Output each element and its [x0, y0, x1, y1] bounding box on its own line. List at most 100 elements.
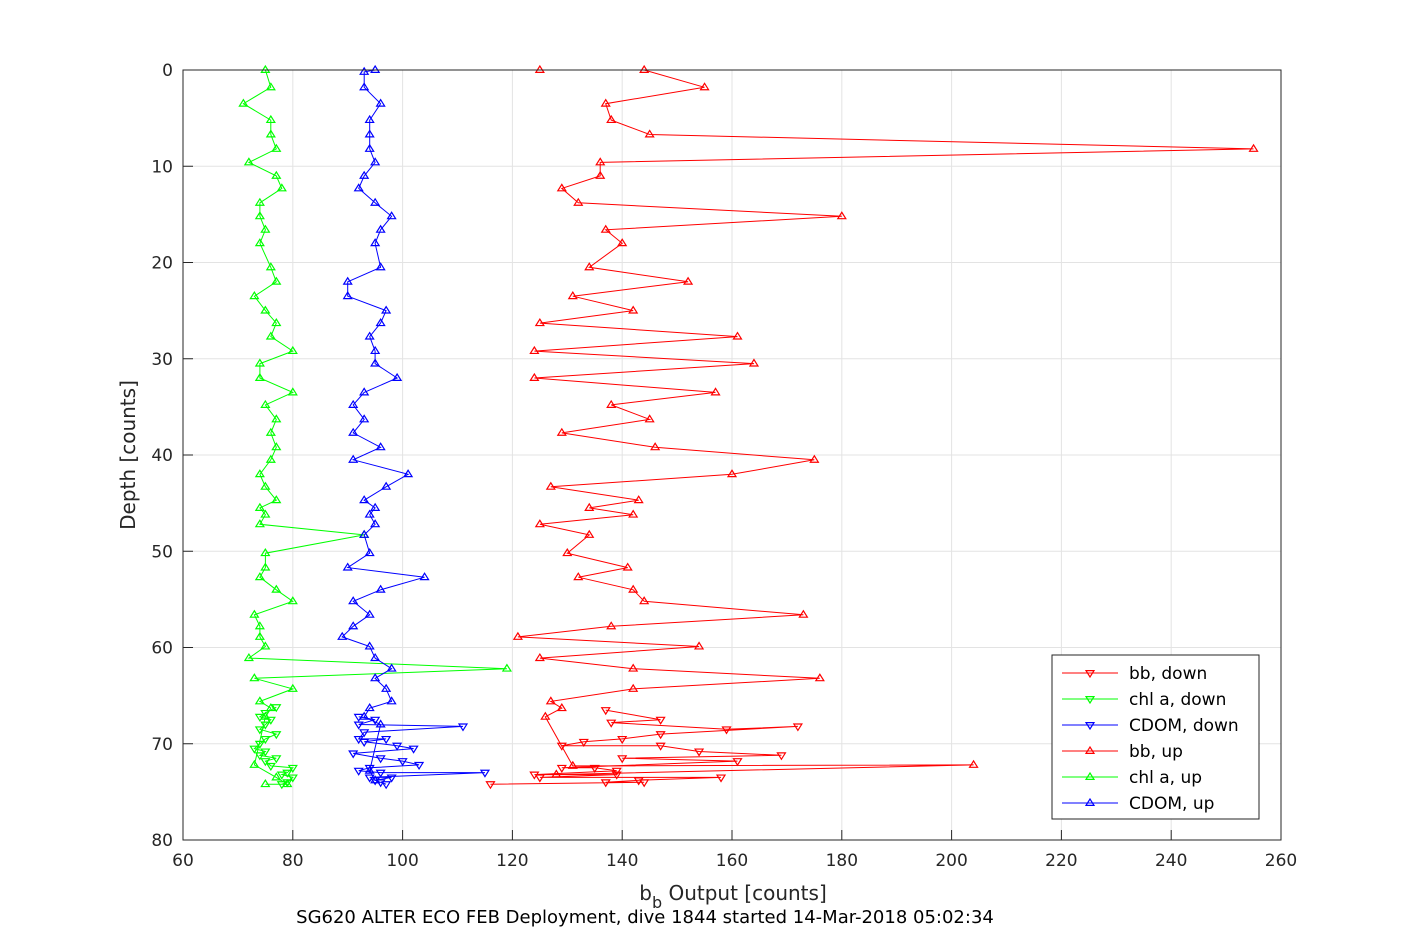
data-point	[271, 318, 282, 327]
data-point	[287, 596, 298, 605]
data-point	[534, 318, 545, 327]
data-point	[276, 771, 287, 780]
data-point	[606, 114, 617, 124]
y-tick-label: 10	[151, 157, 173, 177]
legend-marker	[1084, 695, 1096, 705]
x-axis-label-rest: Output [counts]	[662, 881, 827, 905]
x-tick-label: 260	[1265, 851, 1297, 871]
data-point	[265, 703, 276, 712]
data-point	[271, 755, 282, 764]
data-point	[1248, 143, 1259, 152]
data-point	[348, 596, 359, 605]
data-point	[457, 723, 469, 732]
data-point	[265, 762, 276, 772]
x-tick-label: 200	[935, 851, 967, 871]
data-point	[364, 548, 375, 557]
data-point	[271, 442, 282, 451]
data-point	[556, 703, 567, 712]
data-point	[364, 509, 375, 518]
data-point	[617, 755, 628, 764]
legend-label: CDOM, up	[1129, 794, 1214, 814]
data-point	[359, 495, 370, 504]
y-tick-label: 70	[151, 735, 173, 755]
data-point	[348, 750, 359, 759]
data-point	[254, 372, 265, 381]
data-point	[260, 64, 271, 74]
data-point	[617, 238, 628, 247]
data-point	[611, 767, 622, 776]
data-point	[370, 652, 381, 662]
data-point	[628, 584, 639, 593]
data-point	[254, 197, 265, 206]
data-point	[364, 765, 375, 774]
data-point	[375, 769, 386, 778]
data-point	[353, 767, 364, 776]
data-point	[375, 262, 386, 271]
data-point	[501, 663, 512, 672]
data-point	[364, 129, 375, 138]
data-point	[342, 291, 353, 300]
data-point	[381, 735, 392, 745]
series-bb-up	[512, 64, 1259, 778]
y-tick-label: 20	[151, 254, 173, 274]
legend-marker	[1084, 669, 1096, 679]
data-point	[578, 738, 589, 747]
data-point	[282, 779, 293, 788]
data-point	[260, 748, 271, 757]
series-line-chl-a-up	[242, 69, 507, 785]
data-point	[375, 318, 386, 327]
data-point	[254, 752, 265, 761]
data-point	[364, 331, 375, 340]
y-tick-label: 80	[151, 831, 173, 851]
data-point	[573, 197, 584, 206]
data-point	[682, 276, 694, 285]
data-point	[271, 495, 282, 504]
data-point	[342, 562, 353, 571]
series-line-bb-up	[517, 69, 1254, 776]
data-point	[271, 170, 282, 179]
data-point	[260, 758, 271, 767]
data-point	[370, 358, 381, 367]
data-point	[260, 548, 271, 557]
data-point	[392, 742, 403, 751]
y-tick-label: 30	[151, 350, 173, 370]
data-point	[534, 64, 545, 74]
data-point	[715, 774, 727, 783]
data-point	[370, 238, 381, 247]
data-point	[370, 197, 381, 206]
data-point	[622, 562, 633, 571]
data-point	[606, 719, 617, 728]
series-line-cdom-up	[341, 69, 425, 781]
data-point	[556, 764, 567, 773]
series-layer	[238, 64, 1259, 790]
data-point	[375, 719, 386, 728]
data-point	[287, 345, 298, 355]
data-point	[359, 529, 370, 538]
data-point	[370, 775, 381, 784]
data-point	[348, 454, 359, 463]
data-point	[545, 696, 556, 705]
data-point	[254, 519, 265, 528]
data-point	[249, 291, 260, 300]
data-point	[337, 631, 348, 640]
data-point	[392, 372, 403, 381]
data-point	[287, 764, 298, 773]
data-point	[249, 759, 260, 768]
data-point	[650, 442, 661, 451]
x-tick-label: 220	[1045, 851, 1077, 871]
data-point	[397, 758, 408, 767]
data-point	[639, 779, 650, 788]
data-point	[364, 114, 375, 124]
data-point	[249, 609, 260, 618]
data-point	[726, 469, 738, 478]
data-point	[584, 529, 595, 538]
data-point	[348, 427, 359, 436]
data-point	[265, 716, 276, 725]
data-point	[238, 98, 249, 107]
legend-marker	[1084, 721, 1096, 731]
data-point	[792, 723, 803, 732]
data-point	[375, 755, 386, 764]
x-tick-label: 80	[282, 851, 304, 871]
data-point	[628, 683, 639, 692]
y-tick-label: 50	[151, 542, 173, 562]
